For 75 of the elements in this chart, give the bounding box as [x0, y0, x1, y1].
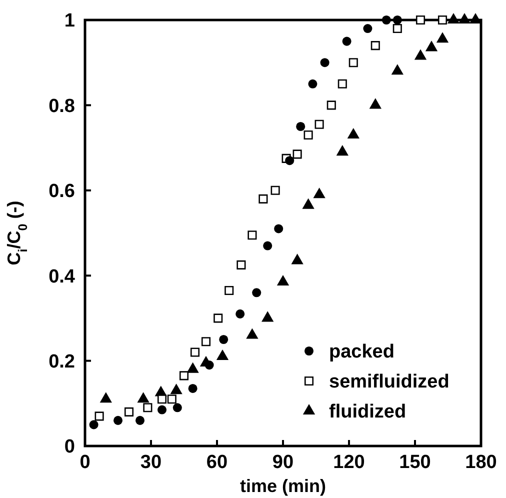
point [438, 15, 448, 25]
point [296, 122, 306, 132]
point [308, 79, 318, 88]
point [436, 32, 449, 43]
point [363, 24, 372, 34]
x-tick-label: 150 [399, 452, 431, 473]
point [370, 41, 380, 50]
point [292, 150, 302, 159]
point [274, 224, 284, 234]
point [392, 15, 402, 25]
point [285, 156, 294, 166]
point [179, 371, 189, 380]
legend-label: fluidized [329, 402, 406, 423]
point [291, 254, 304, 264]
x-tick-label: 30 [140, 452, 162, 473]
point [320, 58, 330, 68]
point [224, 286, 234, 296]
point [338, 79, 347, 88]
point [263, 241, 272, 250]
point [416, 15, 426, 25]
point [157, 405, 167, 414]
point [347, 128, 360, 139]
y-tick-label: 0 [64, 436, 75, 458]
point [369, 98, 382, 109]
y-tick-label: 0.2 [48, 351, 75, 372]
y-tick-label: 0.8 [48, 96, 75, 117]
legend-label: semifluidized [329, 372, 450, 393]
x-tick-label: 120 [333, 452, 365, 473]
point [236, 260, 246, 270]
point [336, 145, 348, 156]
point [392, 24, 402, 34]
point [216, 350, 229, 360]
point [172, 403, 182, 412]
y-tick-label: 0.4 [48, 266, 76, 288]
point [258, 194, 268, 204]
x-tick-label: 0 [80, 452, 90, 473]
point [425, 40, 438, 52]
point [124, 407, 134, 416]
point [391, 64, 404, 75]
point [157, 394, 167, 404]
point [236, 309, 245, 318]
point [188, 384, 198, 393]
point [135, 416, 145, 425]
x-tick-label: 90 [272, 452, 294, 473]
x-tick-label: 60 [206, 452, 228, 473]
point [382, 15, 391, 25]
point [458, 12, 471, 24]
point [94, 412, 104, 421]
point [313, 188, 326, 198]
x-axis-title: time (min) [240, 476, 326, 496]
point [201, 337, 211, 346]
point [302, 198, 314, 209]
point [113, 416, 123, 425]
point [314, 120, 324, 129]
point [304, 130, 313, 140]
x-tick-label: 180 [465, 452, 497, 473]
legend-label: packed [329, 342, 394, 363]
point [414, 49, 427, 60]
point [190, 348, 200, 357]
point [342, 36, 352, 46]
point [219, 334, 228, 344]
point [447, 12, 460, 24]
point [326, 100, 336, 110]
point [248, 230, 257, 240]
y-tick-label: 0.6 [48, 181, 75, 202]
point [167, 394, 176, 404]
point [262, 311, 274, 322]
point [270, 186, 280, 195]
point [252, 288, 262, 298]
point [214, 314, 223, 323]
point [89, 420, 98, 430]
point [204, 360, 214, 370]
point [348, 58, 358, 68]
point [143, 403, 152, 412]
y-tick-label: 1 [64, 10, 76, 32]
